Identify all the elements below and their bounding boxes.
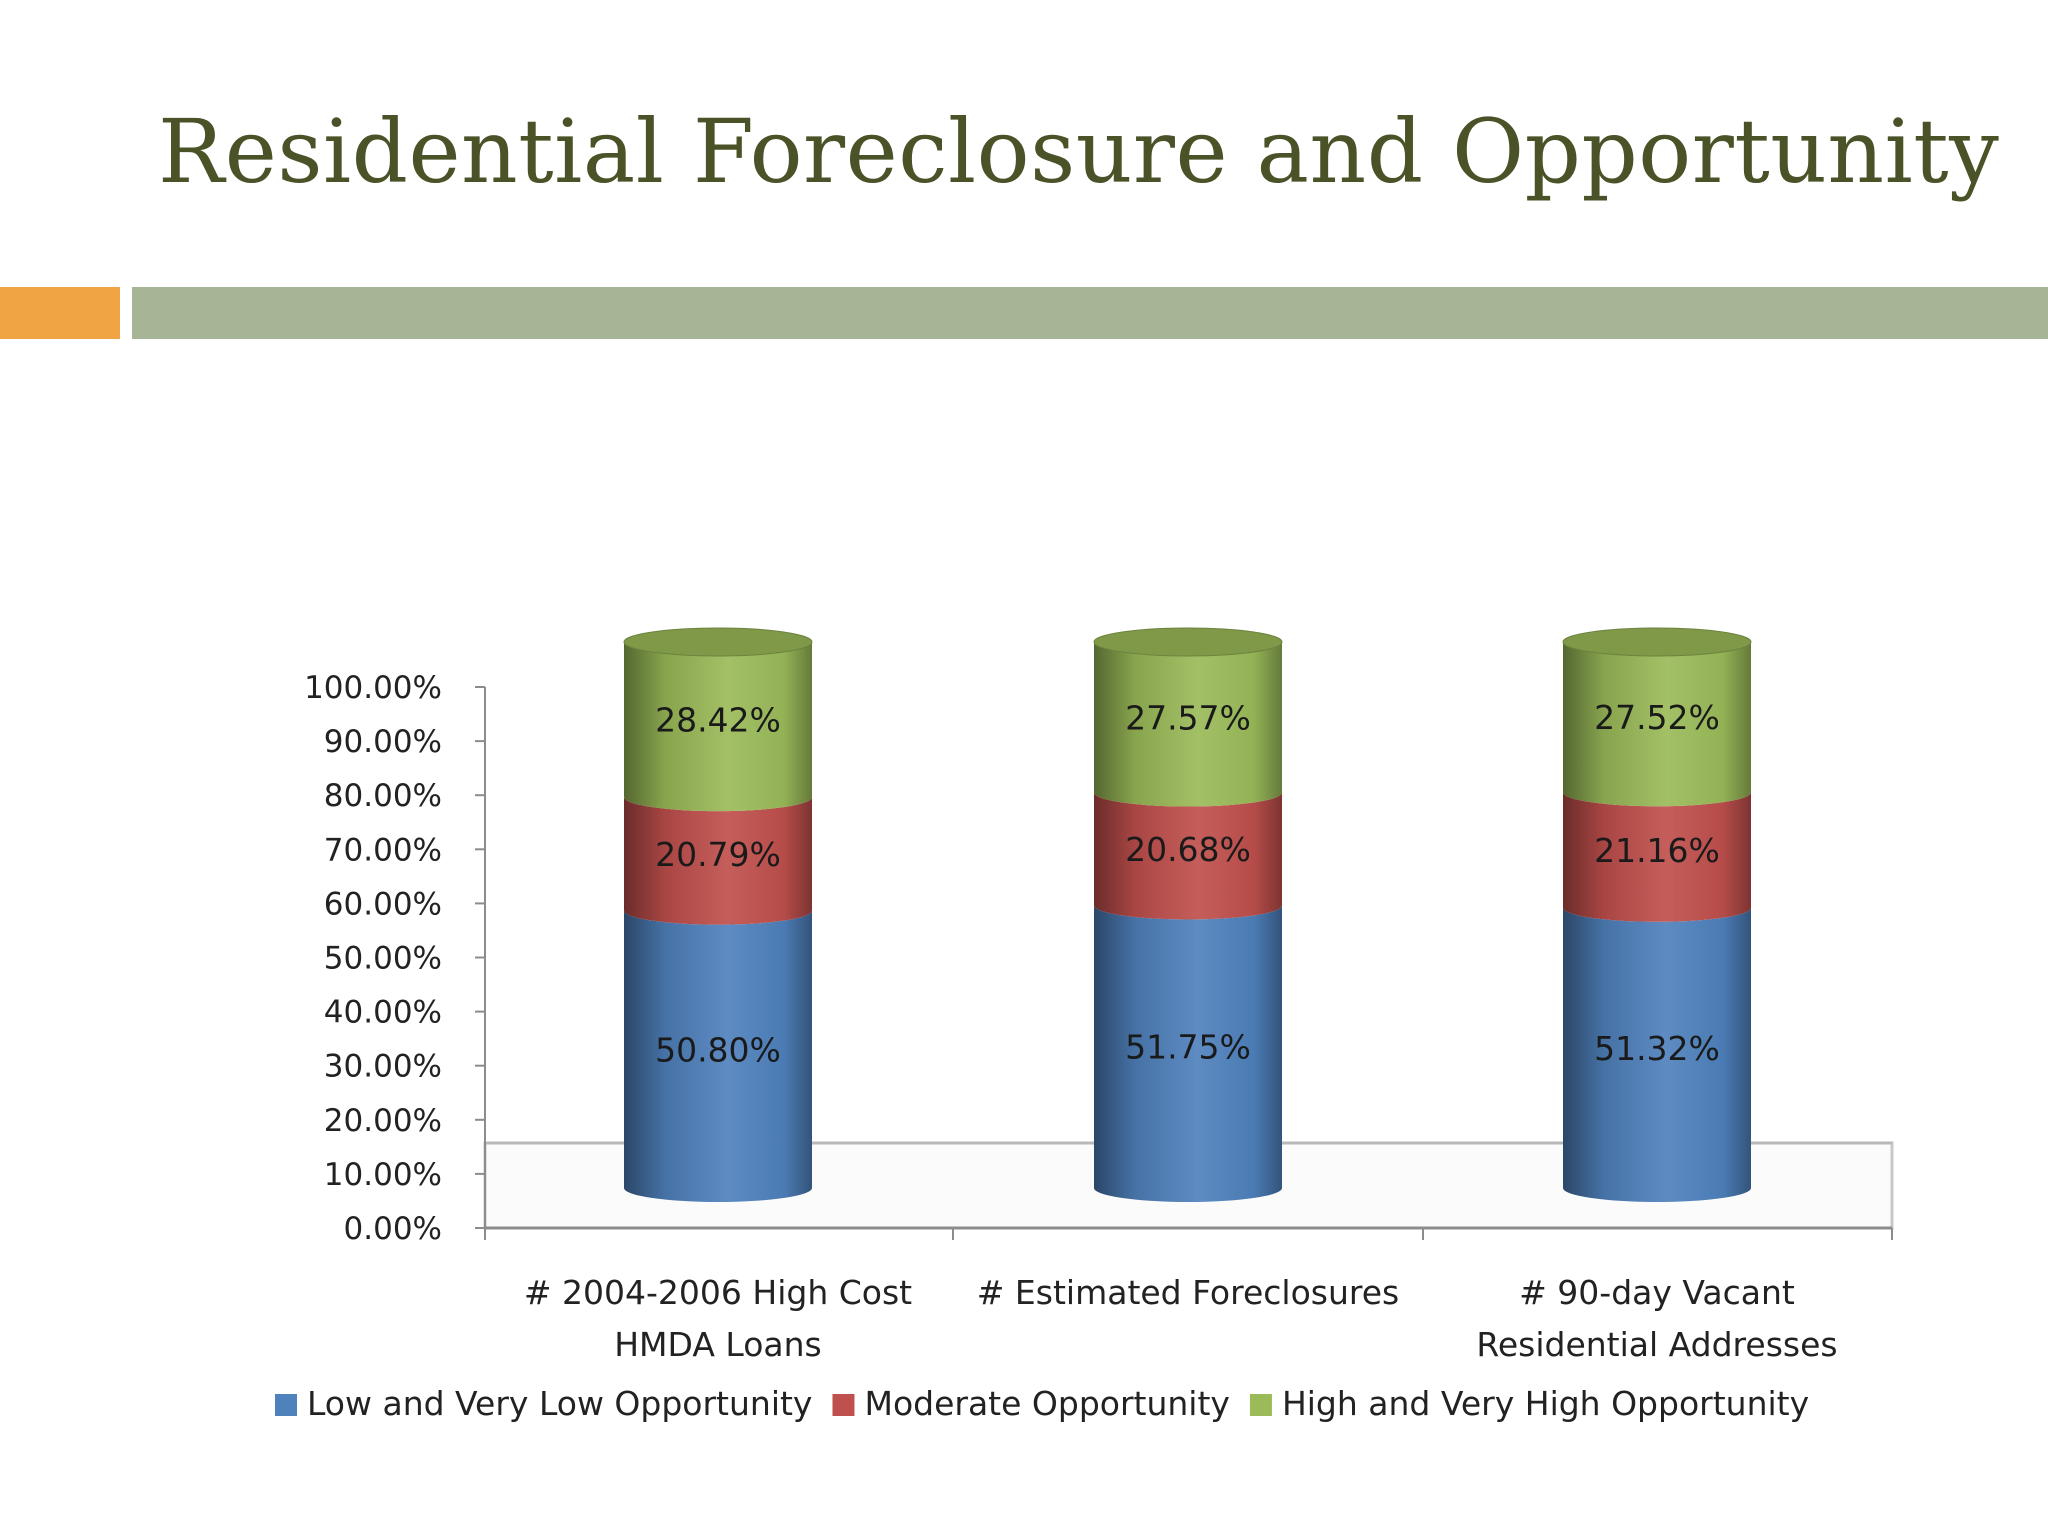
y-tick-label: 90.00% (324, 724, 442, 760)
bar-segment (624, 642, 812, 812)
data-label: 20.79% (655, 835, 781, 874)
bar-segment (1094, 905, 1282, 1202)
data-label: 20.68% (1125, 830, 1251, 869)
data-label: 21.16% (1594, 831, 1720, 870)
y-tick-label: 20.00% (324, 1103, 442, 1139)
data-label: 27.52% (1594, 698, 1720, 737)
bar-segment (1094, 792, 1282, 920)
page-title: Residential Foreclosure and Opportunity (158, 100, 2000, 203)
data-label: 51.75% (1125, 1028, 1251, 1067)
legend-swatch (1249, 1394, 1272, 1416)
bar-segment (1563, 642, 1751, 807)
y-tick-label: 30.00% (324, 1049, 442, 1085)
bar-top-cap (1093, 627, 1283, 657)
data-label: 51.32% (1594, 1029, 1720, 1068)
data-label: 27.57% (1125, 698, 1251, 737)
legend-label: Moderate Opportunity (864, 1384, 1229, 1423)
legend-label: High and Very High Opportunity (1282, 1384, 1809, 1423)
y-tick-label: 100.00% (304, 670, 442, 706)
bar-segment (1563, 907, 1751, 1202)
category-label: # 2004-2006 High Cost HMDA Loans (524, 1273, 912, 1364)
bar-top-cap (623, 627, 813, 657)
y-tick-label: 0.00% (344, 1211, 442, 1247)
bar-segment (624, 910, 812, 1202)
y-tick-label: 60.00% (324, 886, 442, 922)
legend-swatch (275, 1394, 297, 1416)
bar-segment (1563, 792, 1751, 922)
category-label: # 90-day Vacant Residential Addresses (1476, 1273, 1837, 1364)
bar-segment (624, 797, 812, 925)
bar-segment (1094, 642, 1282, 807)
category-label: # Estimated Foreclosures (977, 1273, 1399, 1312)
y-tick-label: 80.00% (324, 778, 442, 814)
legend-label: Low and Very Low Opportunity (307, 1384, 812, 1423)
data-label: 50.80% (655, 1030, 781, 1069)
y-tick-label: 10.00% (324, 1157, 442, 1193)
data-label: 28.42% (655, 701, 781, 740)
bar-top-cap (1562, 627, 1752, 657)
y-tick-label: 40.00% (324, 995, 442, 1031)
accent-bar-green (132, 287, 2048, 339)
y-tick-label: 50.00% (324, 941, 442, 977)
legend-swatch (832, 1394, 855, 1416)
accent-bar-orange (0, 287, 120, 339)
y-tick-label: 70.00% (324, 832, 442, 868)
